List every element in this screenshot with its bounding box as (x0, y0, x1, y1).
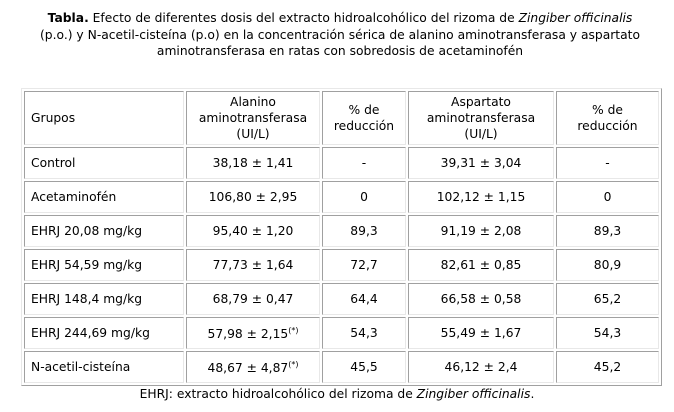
ast-reduction-cell-value: 0 (603, 190, 612, 204)
table-row: Control 38,18 ± 1,41 - 39,31 ± 3,04 - (24, 147, 659, 179)
ast-reduction-cell: 80,9 (556, 249, 659, 281)
group-cell: N-acetil-cisteína (24, 351, 184, 383)
header-alt: Alanino aminotransferasa (UI/L) (186, 91, 320, 145)
ast-reduction-cell: - (556, 147, 659, 179)
header-row: Grupos Alanino aminotransferasa (UI/L) %… (24, 91, 659, 145)
alt-reduction-cell: 89,3 (322, 215, 406, 247)
table-row: N-acetil-cisteína 48,67 ± 4,87(*) 45,5 46,1… (24, 351, 659, 383)
alt-cell: 77,73 ± 1,64 (186, 249, 320, 281)
results-table: Grupos Alanino aminotransferasa (UI/L) %… (21, 88, 662, 386)
ast-cell-value: 66,58 ± 0,58 (440, 292, 522, 306)
alt-cell-value: 106,80 ± 2,95 (208, 190, 298, 204)
footnote-text: EHRJ: extracto hidroalcohólico del rizom… (139, 387, 417, 401)
group-cell-value: EHRJ 148,4 mg/kg (31, 292, 143, 306)
ast-cell: 102,12 ± 1,15 (408, 181, 554, 213)
ast-reduction-cell-value: - (605, 156, 610, 170)
group-cell: EHRJ 244,69 mg/kg (24, 317, 184, 349)
caption-species: Zingiber officinalis (518, 11, 633, 25)
footnote-end: . (530, 387, 535, 401)
group-cell-value: EHRJ 20,08 mg/kg (31, 224, 143, 238)
ast-cell-value: 102,12 ± 1,15 (436, 190, 526, 204)
header-groups: Grupos (24, 91, 184, 145)
ast-reduction-cell-value: 45,2 (593, 360, 622, 374)
alt-reduction-cell-value: 0 (360, 190, 368, 204)
caption-label: Tabla. (47, 11, 89, 25)
ast-cell: 46,12 ± 2,4 (408, 351, 554, 383)
ast-reduction-cell-value: 65,2 (593, 292, 622, 306)
significance-mark: (*) (288, 359, 299, 369)
alt-cell: 95,40 ± 1,20 (186, 215, 320, 247)
alt-cell-value: 57,98 ± 2,15 (207, 326, 289, 341)
alt-cell: 38,18 ± 1,41 (186, 147, 320, 179)
ast-cell: 39,31 ± 3,04 (408, 147, 554, 179)
group-cell-value: EHRJ 54,59 mg/kg (31, 258, 143, 272)
group-cell: EHRJ 54,59 mg/kg (24, 249, 184, 281)
ast-cell-value: 39,31 ± 3,04 (440, 156, 522, 170)
table-row: EHRJ 54,59 mg/kg 77,73 ± 1,64 72,7 82,61 ± … (24, 249, 659, 281)
alt-cell: 57,98 ± 2,15(*) (186, 317, 320, 349)
ast-reduction-cell: 54,3 (556, 317, 659, 349)
ast-reduction-cell: 89,3 (556, 215, 659, 247)
alt-reduction-cell: 64,4 (322, 283, 406, 315)
significance-mark: (*) (288, 325, 299, 335)
alt-reduction-cell-value: - (361, 156, 367, 170)
alt-cell-value: 38,18 ± 1,41 (212, 156, 294, 170)
alt-reduction-cell: 0 (322, 181, 406, 213)
group-cell: EHRJ 20,08 mg/kg (24, 215, 184, 247)
table-row: EHRJ 20,08 mg/kg 95,40 ± 1,20 89,3 91,19 ± … (24, 215, 659, 247)
ast-reduction-cell-value: 54,3 (593, 326, 622, 340)
group-cell-value: EHRJ 244,69 mg/kg (31, 326, 150, 340)
ast-reduction-cell-value: 80,9 (593, 258, 622, 272)
ast-reduction-cell: 45,2 (556, 351, 659, 383)
caption-text-2: (p.o.) y N-acetil-cisteína (p.o) en la c… (40, 27, 640, 59)
alt-reduction-cell-value: 72,7 (350, 258, 378, 272)
ast-cell-value: 91,19 ± 2,08 (440, 224, 522, 238)
header-ast-reduction: % de reducción (556, 91, 659, 145)
ast-reduction-cell-value: 89,3 (593, 224, 622, 238)
group-cell-value: Acetaminofén (31, 190, 117, 204)
alt-reduction-cell: 54,3 (322, 317, 406, 349)
header-ast: Aspartato aminotransferasa (UI/L) (408, 91, 554, 145)
alt-cell: 48,67 ± 4,87(*) (186, 351, 320, 383)
alt-cell-value: 48,67 ± 4,87 (207, 360, 289, 375)
alt-reduction-cell-value: 64,4 (350, 292, 378, 306)
ast-cell: 55,49 ± 1,67 (408, 317, 554, 349)
alt-reduction-cell: 72,7 (322, 249, 406, 281)
alt-reduction-cell-value: 54,3 (350, 326, 378, 340)
group-cell: Acetaminofén (24, 181, 184, 213)
alt-reduction-cell-value: 89,3 (350, 224, 378, 238)
alt-cell: 106,80 ± 2,95 (186, 181, 320, 213)
header-alt-reduction: % de reducción (322, 91, 406, 145)
ast-cell: 66,58 ± 0,58 (408, 283, 554, 315)
group-cell: Control (24, 147, 184, 179)
group-cell-value: Control (31, 156, 76, 170)
alt-cell: 68,79 ± 0,47 (186, 283, 320, 315)
group-cell: EHRJ 148,4 mg/kg (24, 283, 184, 315)
group-cell-value: N-acetil-cisteína (31, 360, 131, 374)
alt-cell-value: 77,73 ± 1,64 (212, 258, 294, 272)
ast-reduction-cell: 0 (556, 181, 659, 213)
ast-cell-value: 46,12 ± 2,4 (444, 360, 518, 374)
alt-cell-value: 95,40 ± 1,20 (212, 224, 294, 238)
table-row: EHRJ 244,69 mg/kg 57,98 ± 2,15(*) 54,3 55,4… (24, 317, 659, 349)
alt-reduction-cell-value: 45,5 (350, 360, 378, 374)
alt-cell-value: 68,79 ± 0,47 (212, 292, 294, 306)
ast-cell: 82,61 ± 0,85 (408, 249, 554, 281)
ast-cell-value: 82,61 ± 0,85 (440, 258, 522, 272)
table-caption: Tabla. Efecto de diferentes dosis del ex… (40, 10, 640, 60)
alt-reduction-cell: 45,5 (322, 351, 406, 383)
table-row: EHRJ 148,4 mg/kg 68,79 ± 0,47 64,4 66,58 ± … (24, 283, 659, 315)
ast-cell-value: 55,49 ± 1,67 (440, 326, 522, 340)
footnote: EHRJ: extracto hidroalcohólico del rizom… (0, 387, 674, 401)
alt-reduction-cell: - (322, 147, 406, 179)
table-row: Acetaminofén 106,80 ± 2,95 0 102,12 ± 1,15 0 (24, 181, 659, 213)
ast-reduction-cell: 65,2 (556, 283, 659, 315)
ast-cell: 91,19 ± 2,08 (408, 215, 554, 247)
footnote-species: Zingiber officinalis (416, 387, 531, 401)
caption-text: Efecto de diferentes dosis del extracto … (88, 11, 519, 25)
